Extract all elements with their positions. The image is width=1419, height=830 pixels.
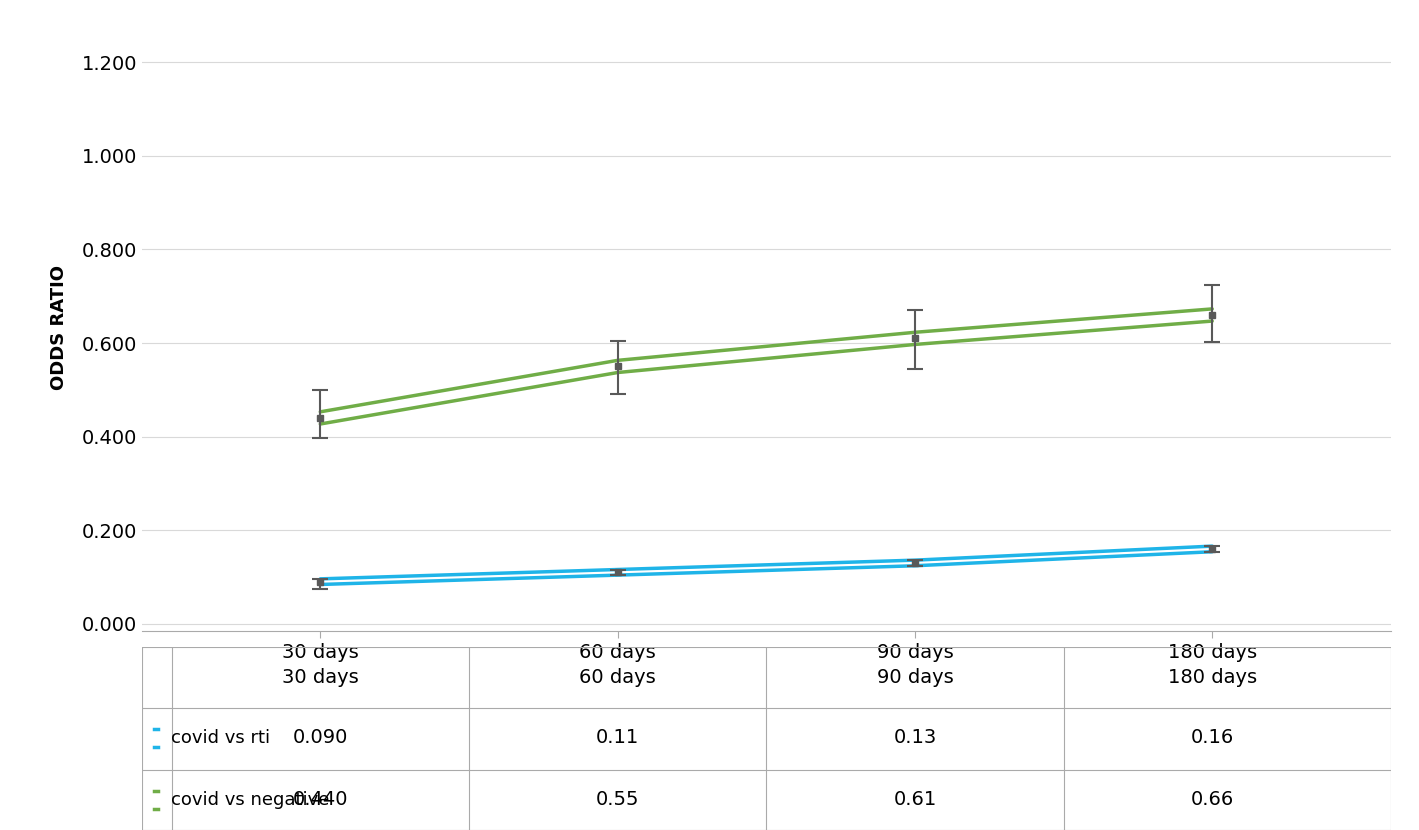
Text: 90 days: 90 days — [877, 668, 954, 687]
Text: 0.11: 0.11 — [596, 728, 639, 747]
Text: 30 days: 30 days — [282, 668, 359, 687]
Text: covid vs negative: covid vs negative — [170, 791, 329, 809]
Y-axis label: ODDS RATIO: ODDS RATIO — [50, 266, 68, 390]
Text: 0.66: 0.66 — [1191, 790, 1235, 809]
Text: 0.16: 0.16 — [1191, 728, 1235, 747]
Text: covid vs rti: covid vs rti — [170, 729, 270, 747]
Text: 180 days: 180 days — [1168, 668, 1257, 687]
Text: 0.61: 0.61 — [894, 790, 937, 809]
Text: 0.090: 0.090 — [292, 728, 348, 747]
Text: 0.55: 0.55 — [596, 790, 640, 809]
Text: 60 days: 60 days — [579, 668, 656, 687]
Text: 0.440: 0.440 — [292, 790, 348, 809]
Text: 0.13: 0.13 — [894, 728, 937, 747]
